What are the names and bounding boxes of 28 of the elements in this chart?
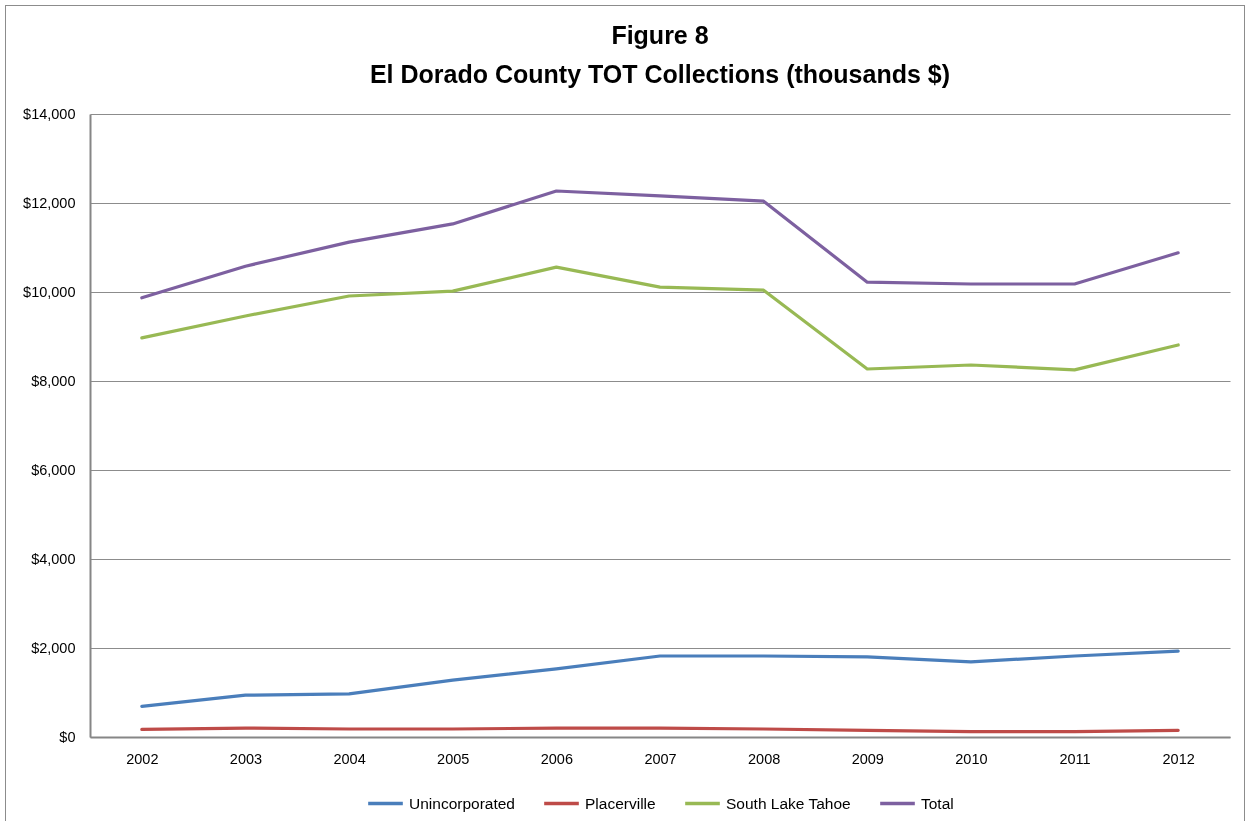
y-tick-label: $12,000	[23, 194, 76, 211]
x-tick-label: 2002	[126, 750, 159, 767]
legend-label: Placerville	[585, 794, 656, 812]
legend-label: Total	[921, 794, 954, 812]
x-tick-label: 2011	[1059, 750, 1091, 767]
x-tick-label: 2006	[540, 750, 573, 767]
x-tick-label: 2003	[229, 750, 263, 767]
y-tick-label: $14,000	[23, 105, 76, 122]
x-tick-label: 2007	[644, 750, 677, 767]
y-tick-label: $0	[59, 728, 76, 745]
line-series	[140, 649, 1180, 708]
y-tick-label: $2,000	[31, 639, 76, 656]
y-tick-label: $4,000	[31, 550, 76, 567]
chart-title: Figure 8	[611, 21, 709, 49]
x-tick-label: 2005	[437, 750, 470, 767]
chart-subtitle: El Dorado County TOT Collections (thousands $)	[369, 60, 951, 88]
x-tick-label: 2012	[1162, 750, 1195, 767]
legend-label: Unincorporated	[409, 794, 515, 812]
x-tick-label: 2010	[955, 750, 988, 767]
y-tick-label: $10,000	[23, 283, 76, 300]
y-tick-label: $8,000	[31, 372, 76, 389]
y-tick-label: $6,000	[31, 461, 76, 478]
legend-label: South Lake Tahoe	[726, 794, 851, 812]
x-tick-label: 2009	[851, 750, 884, 767]
line-series	[140, 189, 1180, 300]
line-series	[140, 265, 1180, 372]
x-tick-label: 2004	[333, 750, 366, 767]
x-tick-label: 2008	[748, 750, 781, 767]
